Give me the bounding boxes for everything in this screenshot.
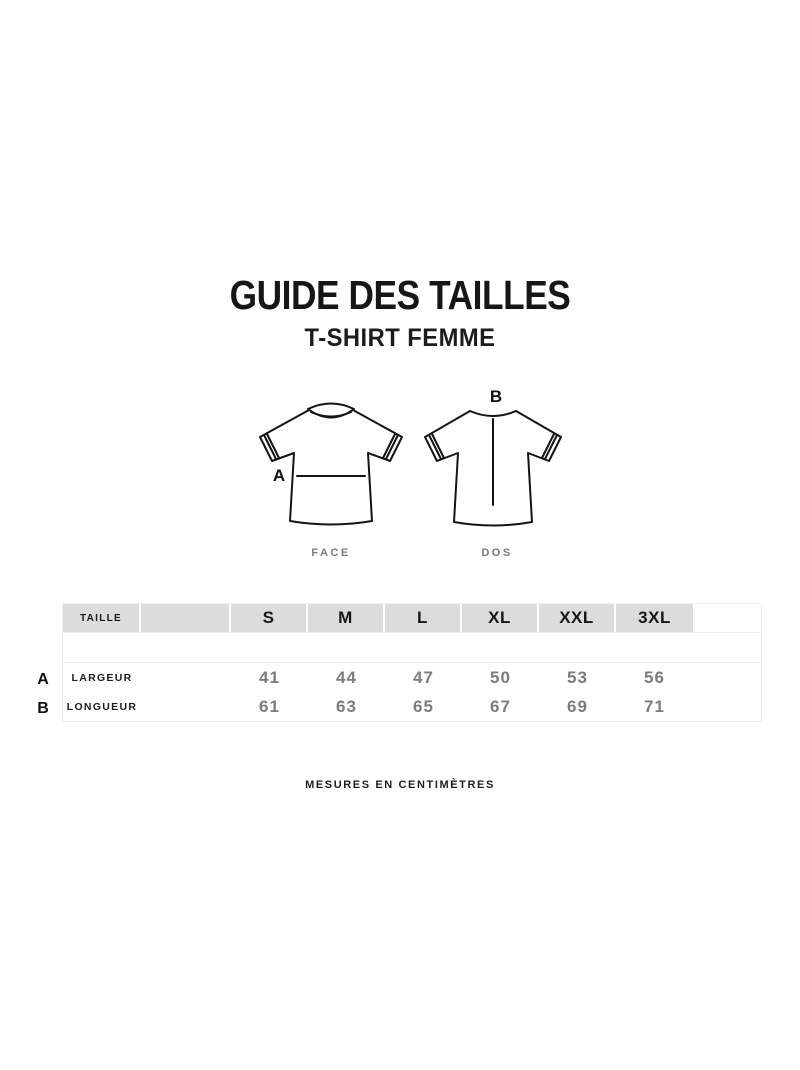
largeur-value-m: 44 [336,667,357,687]
back-left-cuff-rib [428,434,442,460]
header-cell-taille: TAILLE [63,604,141,632]
back-marker-b: B [489,387,503,406]
front-right-cuff-rib [385,434,399,460]
back-tee-collar [469,410,517,417]
longueur-value-m: 63 [336,696,357,716]
size-l-label: L [417,608,428,627]
front-tee-collar-seam [310,411,352,418]
back-right-cuff-rib [544,434,558,460]
header-cell-size-s: S [231,604,308,632]
back-view-label: DOS [481,547,513,559]
longueur-value-xxl: 69 [567,696,588,716]
page-title: GUIDE DES TAILLES [229,272,571,318]
footer-note: MESURES EN CENTIMÈTRES [305,779,495,791]
header-cell-size-xl: XL [462,604,539,632]
largeur-value-xl: 50 [490,667,511,687]
front-tee-collar [307,402,355,419]
front-left-cuff-rib2 [266,433,280,459]
back-tee-diagram [413,395,593,535]
front-left-cuff-rib [263,434,277,460]
header-cell-size-l: L [385,604,462,632]
header-cell-trailing [693,604,761,632]
back-right-cuff-rib2 [541,433,555,459]
size-table: TAILLE S M L XL XXL 3XL [37,603,762,722]
table-row-longueur: LONGUEUR 61 63 65 67 69 71 [63,692,761,721]
front-tee-diagram [241,395,421,535]
largeur-value-3xl: 56 [644,667,665,687]
largeur-value-xxl: 53 [567,667,588,687]
longueur-value-xl: 67 [490,696,511,716]
taille-label: TAILLE [79,612,123,624]
spacer-row [63,633,761,663]
header-cell-size-xxl: XXL [539,604,616,632]
size-xl-label: XL [488,608,511,627]
table-marker-b: B [37,700,49,717]
front-tee-outline [259,409,403,526]
front-tee-icon [259,402,403,526]
size-xxl-label: XXL [559,608,594,627]
table-row-largeur: LARGEUR 41 44 47 50 53 56 [63,663,761,692]
back-tee-outline [424,410,562,527]
size-table-header: TAILLE S M L XL XXL 3XL [62,603,762,633]
row-label-longueur: LONGUEUR [66,700,138,713]
table-marker-a: A [37,671,49,688]
front-right-cuff-rib2 [382,433,396,459]
largeur-value-s: 41 [259,667,280,687]
row-label-largeur: LARGEUR [71,671,133,684]
header-cell-size-m: M [308,604,385,632]
size-table-body: LARGEUR 41 44 47 50 53 56 LONGUEUR 61 63… [62,633,762,722]
largeur-value-l: 47 [413,667,434,687]
front-view-label: FACE [311,547,351,559]
header-cell-empty [141,604,231,632]
front-marker-a: A [272,466,286,485]
longueur-value-l: 65 [413,696,434,716]
back-left-cuff-rib2 [431,433,445,459]
longueur-value-s: 61 [259,696,280,716]
header-cell-size-3xl: 3XL [616,604,693,632]
longueur-value-3xl: 71 [644,696,665,716]
back-tee-icon [424,410,562,527]
size-3xl-label: 3XL [638,608,671,627]
size-s-label: S [262,608,275,627]
size-m-label: M [338,608,353,627]
page-subtitle: T-SHIRT FEMME [304,324,496,352]
